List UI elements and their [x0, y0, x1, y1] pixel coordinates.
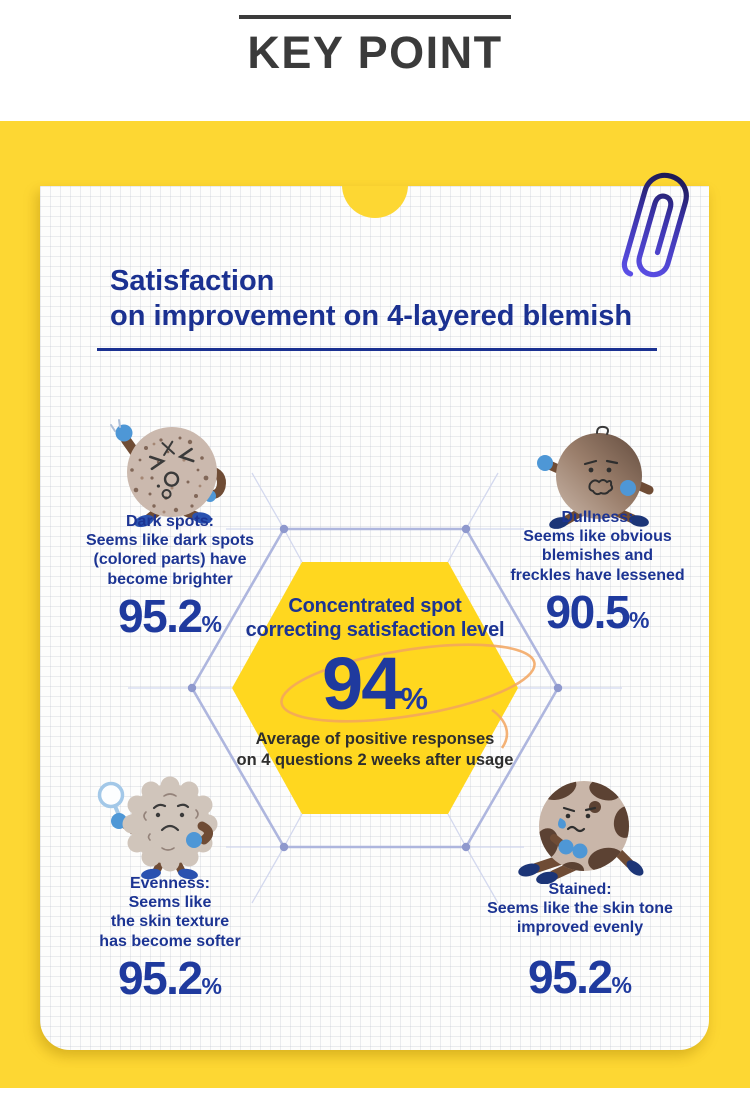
- stat-stained-label: Stained: Seems like the skin tone improv…: [487, 881, 673, 937]
- evenness-character-illustration: [97, 776, 218, 880]
- stat-evenness-label: Evenness: Seems like the skin texture ha…: [99, 875, 241, 950]
- title-underline: [97, 348, 657, 351]
- center-caption-line2: on 4 questions 2 weeks after usage: [236, 750, 514, 769]
- paperclip-icon: [621, 172, 689, 278]
- stat-dullness-label: Dullness: Seems like obvious blemishes a…: [510, 509, 685, 584]
- card-title: Satisfaction on improvement on 4-layered…: [110, 264, 632, 335]
- stained-character-illustration: [518, 781, 644, 884]
- center-value-percent: %: [400, 680, 428, 716]
- stat-stained-value: 95.2%: [528, 950, 632, 1003]
- stat-stained: Stained: Seems like the skin tone improv…: [455, 880, 705, 1000]
- hexagon-fill: [232, 562, 518, 814]
- center-stat: Concentrated spot correcting satisfactio…: [175, 594, 575, 771]
- hexagon-spokes: [128, 472, 622, 904]
- stat-evenness-value: 95.2%: [118, 951, 222, 1004]
- center-stat-title: Concentrated spot correcting satisfactio…: [175, 594, 575, 643]
- card-title-line2: on improvement on 4-layered blemish: [110, 300, 633, 333]
- hand-drawn-circle-accent: [280, 643, 536, 749]
- key-point-rule: [239, 15, 511, 19]
- card-header: Satisfaction on improvement on 4-layered…: [110, 264, 632, 335]
- center-title-line1: Concentrated spot: [288, 595, 462, 617]
- center-title-line2: correcting satisfaction level: [245, 619, 505, 642]
- stat-dullness-value: 90.5%: [545, 585, 650, 638]
- center-caption-line1: Average of positive responses: [255, 729, 495, 748]
- card-title-line1: Satisfaction: [110, 265, 275, 297]
- hexagon-diagram: [128, 472, 622, 904]
- center-stat-caption: Average of positive responses on 4 quest…: [175, 729, 575, 771]
- infographic-card: Satisfaction on improvement on 4-layered…: [40, 186, 709, 1050]
- center-value-number: 94: [322, 641, 402, 725]
- hexagon-vertex-dots: [187, 524, 563, 852]
- key-point-title: KEY POINT: [247, 27, 503, 78]
- stat-evenness: Evenness: Seems like the skin texture ha…: [55, 874, 285, 1001]
- center-stat-value: 94%: [175, 646, 575, 721]
- stat-dullness: Dullness: Seems like obvious blemishes a…: [480, 508, 709, 635]
- dullness-character-illustration: [537, 425, 654, 529]
- stat-dark-spots-label: Dark spots: Seems like dark spots (color…: [85, 513, 255, 588]
- dark-spots-character-illustration: [110, 419, 226, 528]
- key-point-section: KEY POINT: [0, 0, 750, 121]
- stat-dark-spots: Dark spots: Seems like dark spots (color…: [55, 512, 285, 639]
- stat-dark-spots-value: 95.2%: [118, 589, 222, 642]
